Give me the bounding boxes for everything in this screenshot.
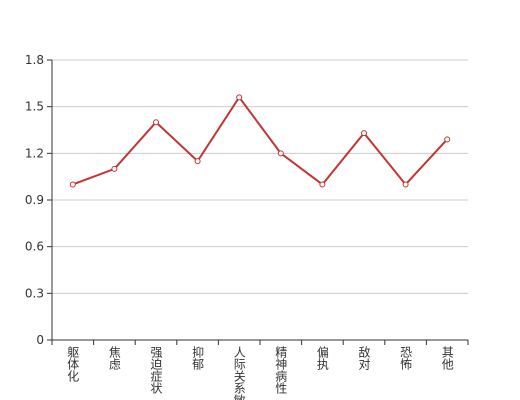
y-tick-label: 1.8: [25, 53, 44, 67]
point: [236, 94, 243, 101]
x-tick-label: 偏执: [315, 345, 329, 371]
point: [402, 181, 409, 188]
x-tick-label: 恐怖: [399, 346, 413, 370]
y-tick-label: 0: [36, 333, 44, 347]
x-tick-label: 抑郁: [191, 345, 205, 371]
x-tick-label: 强迫症状: [149, 346, 163, 394]
point: [444, 136, 451, 143]
point: [153, 119, 159, 126]
y-tick-label: 1.2: [25, 146, 44, 160]
y-tick-label: 1.5: [25, 100, 44, 114]
y-tick-label: 0.6: [25, 240, 44, 254]
y-tick-label: 0.3: [25, 286, 44, 300]
point: [194, 158, 201, 165]
point: [361, 130, 367, 137]
point: [319, 181, 326, 188]
point: [69, 181, 76, 188]
x-tick-label: 人际关系敏感: [232, 346, 246, 400]
line: [72, 95, 448, 186]
x-tick-label: 敌对: [357, 345, 371, 370]
point: [277, 150, 284, 157]
x-tick-label: 其他: [440, 346, 454, 370]
y-tick-label: 0.9: [25, 193, 44, 207]
x-tick-label: 焦虑: [107, 346, 121, 370]
x-tick-label: 躯体化: [66, 345, 80, 383]
x-tick-label: 精神病性: [274, 346, 288, 395]
point: [111, 165, 118, 172]
